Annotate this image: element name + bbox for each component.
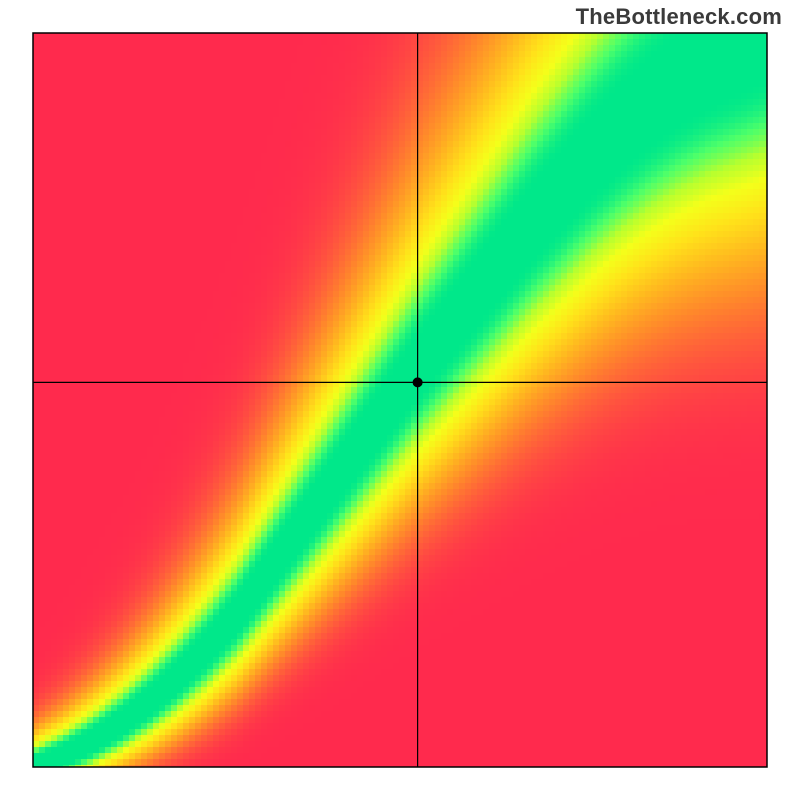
heatmap-pixels bbox=[33, 33, 767, 767]
marker-dot bbox=[413, 377, 423, 387]
bottleneck-heatmap bbox=[0, 0, 800, 800]
chart-container: { "watermark": "TheBottleneck.com", "cha… bbox=[0, 0, 800, 800]
